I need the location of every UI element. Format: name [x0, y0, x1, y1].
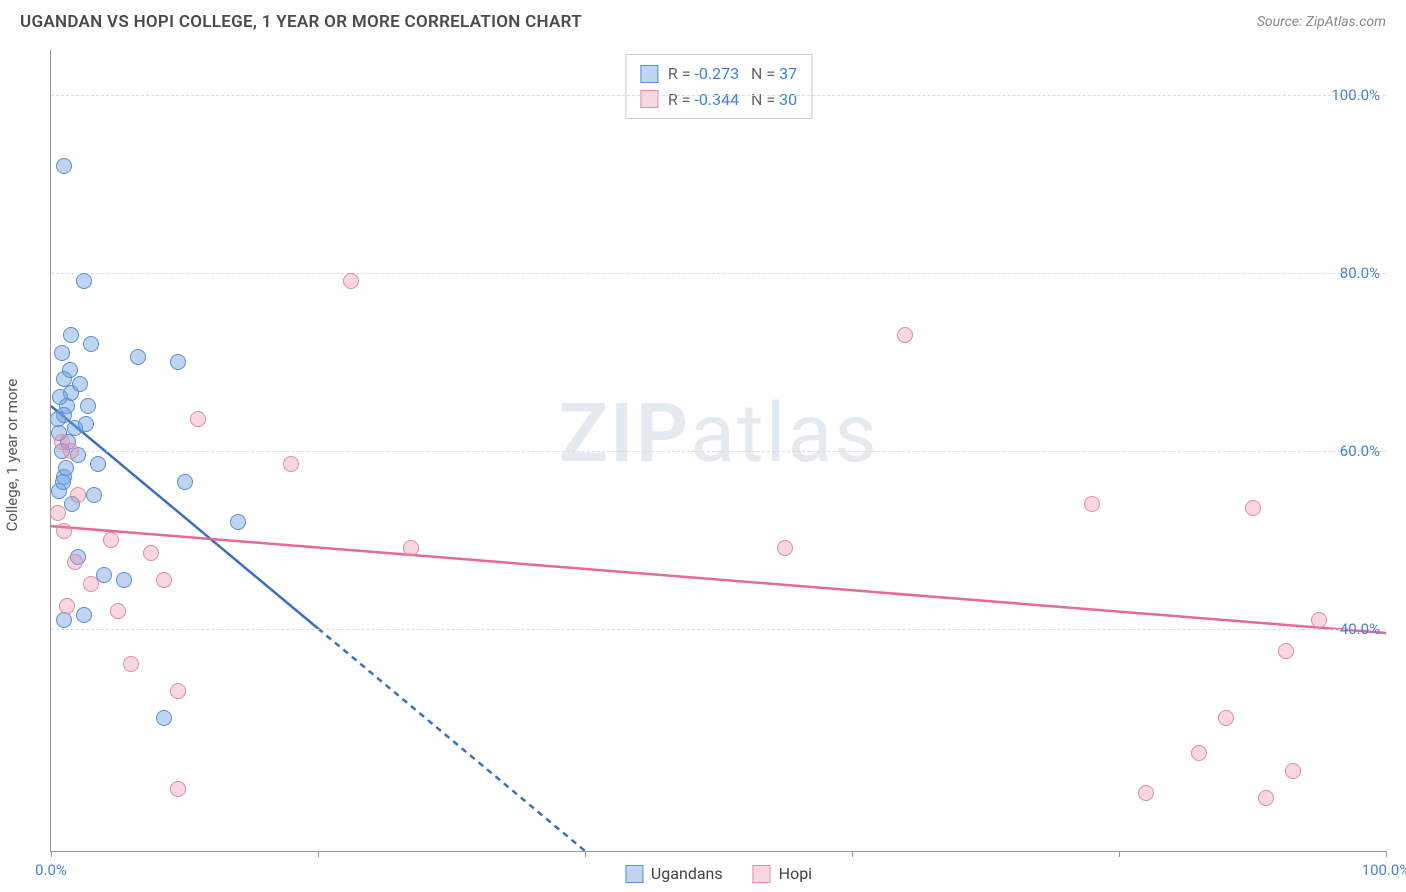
data-point [76, 607, 92, 623]
data-point [1191, 745, 1207, 761]
data-point [1245, 500, 1261, 516]
watermark: ZIPatlas [558, 386, 878, 482]
y-tick-label: 40.0% [1340, 620, 1380, 638]
gridline [51, 273, 1386, 274]
data-point [67, 554, 83, 570]
data-point [56, 158, 72, 174]
legend-item: Hopi [753, 864, 812, 883]
legend-item: Ugandans [625, 864, 723, 883]
x-tick [1119, 851, 1120, 857]
data-point [170, 683, 186, 699]
data-point [86, 487, 102, 503]
data-point [143, 545, 159, 561]
data-point [1285, 763, 1301, 779]
data-point [54, 345, 70, 361]
x-tick [852, 851, 853, 857]
legend-stats: R = -0.344 N = 30 [668, 87, 797, 113]
data-point [83, 336, 99, 352]
data-point [70, 487, 86, 503]
x-tick-label: 0.0% [35, 861, 67, 879]
source-attribution: Source: ZipAtlas.com [1257, 14, 1386, 30]
legend-swatch [625, 865, 643, 883]
x-tick [318, 851, 319, 857]
legend-swatch [753, 865, 771, 883]
data-point [1258, 790, 1274, 806]
data-point [343, 273, 359, 289]
gridline [51, 451, 1386, 452]
data-point [283, 456, 299, 472]
data-point [83, 576, 99, 592]
data-point [177, 474, 193, 490]
y-tick-label: 60.0% [1340, 442, 1380, 460]
data-point [90, 456, 106, 472]
scatter-chart: ZIPatlas R = -0.273 N = 37R = -0.344 N =… [50, 50, 1386, 852]
data-point [1311, 612, 1327, 628]
data-point [1084, 496, 1100, 512]
legend-label: Hopi [779, 864, 812, 883]
data-point [170, 354, 186, 370]
data-point [156, 710, 172, 726]
y-tick-label: 100.0% [1331, 86, 1380, 104]
data-point [123, 656, 139, 672]
data-point [1138, 785, 1154, 801]
y-axis-label: College, 1 year or more [3, 379, 21, 532]
data-point [103, 532, 119, 548]
correlation-legend: R = -0.273 N = 37R = -0.344 N = 30 [625, 54, 812, 119]
data-point [777, 540, 793, 556]
data-point [58, 460, 74, 476]
x-tick [585, 851, 586, 857]
data-point [1218, 710, 1234, 726]
data-point [156, 572, 172, 588]
data-point [230, 514, 246, 530]
legend-label: Ugandans [651, 864, 723, 883]
data-point [63, 443, 79, 459]
data-point [96, 567, 112, 583]
data-point [62, 362, 78, 378]
x-tick [1386, 851, 1387, 857]
gridline [51, 629, 1386, 630]
data-point [130, 349, 146, 365]
data-point [59, 598, 75, 614]
data-point [78, 416, 94, 432]
series-legend: Ugandans Hopi [625, 864, 812, 883]
data-point [72, 376, 88, 392]
data-point [403, 540, 419, 556]
data-point [56, 523, 72, 539]
data-point [1278, 643, 1294, 659]
data-point [50, 505, 66, 521]
legend-swatch [640, 90, 658, 108]
legend-swatch [640, 65, 658, 83]
data-point [190, 411, 206, 427]
data-point [116, 572, 132, 588]
data-point [63, 327, 79, 343]
legend-stats: R = -0.273 N = 37 [668, 61, 797, 87]
data-point [76, 273, 92, 289]
x-tick-label: 100.0% [1362, 861, 1406, 879]
data-point [110, 603, 126, 619]
gridline [51, 95, 1386, 96]
y-tick-label: 80.0% [1340, 264, 1380, 282]
data-point [897, 327, 913, 343]
x-tick [51, 851, 52, 857]
data-point [170, 781, 186, 797]
legend-row: R = -0.273 N = 37 [640, 61, 797, 87]
chart-title: UGANDAN VS HOPI COLLEGE, 1 YEAR OR MORE … [20, 12, 582, 32]
legend-row: R = -0.344 N = 30 [640, 87, 797, 113]
data-point [80, 398, 96, 414]
